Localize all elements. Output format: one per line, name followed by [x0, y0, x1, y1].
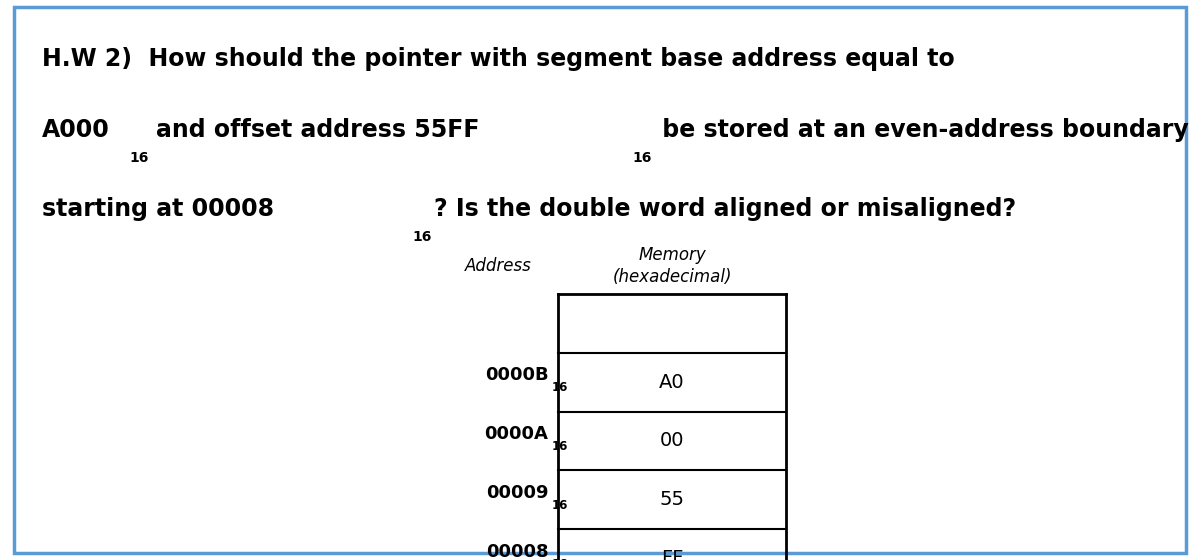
Text: ? Is the double word aligned or misaligned?: ? Is the double word aligned or misalign… [434, 197, 1016, 221]
Text: 16: 16 [552, 558, 569, 560]
Text: 0000B: 0000B [485, 366, 548, 385]
Text: 16: 16 [130, 151, 149, 165]
Text: A0: A0 [659, 373, 685, 391]
Text: 0000A: 0000A [485, 425, 548, 444]
FancyBboxPatch shape [14, 7, 1186, 553]
Text: starting at 00008: starting at 00008 [42, 197, 274, 221]
Text: (hexadecimal): (hexadecimal) [612, 268, 732, 286]
Text: FF: FF [661, 549, 683, 560]
Text: 55: 55 [660, 491, 684, 509]
Text: 16: 16 [632, 151, 652, 165]
Text: be stored at an even-address boundary: be stored at an even-address boundary [654, 118, 1189, 142]
Text: and offset address 55FF: and offset address 55FF [156, 118, 480, 142]
Text: H.W 2)  How should the pointer with segment base address equal to: H.W 2) How should the pointer with segme… [42, 47, 955, 71]
Text: 16: 16 [413, 230, 432, 244]
Text: Memory: Memory [638, 246, 706, 264]
Text: 00008: 00008 [486, 543, 548, 560]
Text: Address: Address [464, 257, 532, 275]
Text: 16: 16 [552, 440, 569, 453]
Text: 16: 16 [552, 381, 569, 394]
Text: A000: A000 [42, 118, 109, 142]
Text: 16: 16 [552, 499, 569, 512]
Text: 00009: 00009 [486, 484, 548, 502]
Text: 00: 00 [660, 432, 684, 450]
